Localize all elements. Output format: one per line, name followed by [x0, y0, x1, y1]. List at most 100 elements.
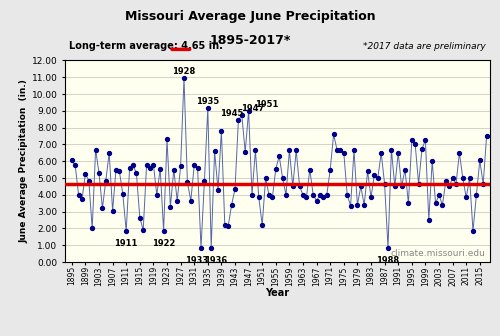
Point	[170, 167, 178, 172]
Point	[391, 184, 399, 189]
Point	[323, 192, 331, 198]
Point	[74, 192, 82, 198]
Point	[262, 175, 270, 181]
Point	[445, 184, 453, 189]
Point	[180, 76, 188, 81]
Point	[68, 158, 76, 163]
Point	[166, 204, 174, 209]
Point	[105, 150, 113, 156]
Text: climate.missouri.edu: climate.missouri.edu	[391, 249, 486, 258]
Point	[438, 202, 446, 208]
Point	[173, 198, 181, 204]
Point	[448, 175, 456, 181]
Point	[163, 137, 171, 142]
X-axis label: Year: Year	[266, 288, 289, 298]
Point	[204, 106, 212, 111]
Point	[312, 198, 320, 204]
Text: 1911: 1911	[114, 239, 138, 248]
Point	[102, 178, 110, 183]
Point	[346, 203, 354, 208]
Point	[404, 201, 412, 206]
Point	[459, 175, 467, 181]
Point	[306, 167, 314, 172]
Point	[112, 167, 120, 172]
Point	[418, 146, 426, 152]
Point	[210, 149, 218, 154]
Point	[150, 162, 158, 167]
Point	[156, 166, 164, 172]
Point	[466, 175, 473, 181]
Point	[231, 186, 239, 192]
Point	[354, 202, 362, 208]
Point	[388, 147, 396, 152]
Point	[108, 208, 116, 214]
Point	[289, 184, 297, 189]
Point	[160, 228, 168, 234]
Point	[422, 138, 430, 143]
Point	[411, 142, 419, 147]
Point	[207, 245, 215, 251]
Text: 1933: 1933	[186, 256, 208, 265]
Point	[234, 118, 242, 123]
Point	[286, 148, 294, 153]
Point	[472, 192, 480, 198]
Point	[228, 202, 235, 208]
Text: 1935: 1935	[196, 97, 220, 106]
Point	[414, 181, 422, 187]
Point	[292, 148, 300, 153]
Point	[350, 148, 358, 153]
Point	[221, 222, 229, 228]
Text: 1951: 1951	[254, 100, 278, 109]
Point	[384, 245, 392, 251]
Text: Long-term average: 4.65 in.: Long-term average: 4.65 in.	[69, 41, 223, 51]
Point	[398, 184, 406, 189]
Point	[343, 192, 351, 198]
Point	[218, 128, 226, 134]
Point	[340, 150, 348, 156]
Text: 1947: 1947	[241, 104, 264, 113]
Point	[370, 172, 378, 177]
Point	[469, 228, 477, 234]
Point	[142, 162, 150, 167]
Point	[275, 154, 283, 159]
Point	[316, 192, 324, 198]
Point	[374, 175, 382, 181]
Point	[224, 223, 232, 229]
Point	[248, 192, 256, 198]
Text: Missouri Average June Precipitation: Missouri Average June Precipitation	[124, 10, 376, 23]
Point	[194, 165, 202, 171]
Point	[364, 169, 372, 174]
Point	[278, 175, 286, 181]
Point	[377, 150, 385, 156]
Point	[197, 245, 205, 251]
Point	[309, 192, 317, 198]
Point	[432, 201, 440, 206]
Point	[190, 163, 198, 168]
Point	[176, 164, 184, 169]
Text: 1936: 1936	[204, 256, 227, 265]
Point	[268, 195, 276, 200]
Point	[92, 147, 100, 152]
Point	[367, 195, 375, 200]
Y-axis label: June Average Precipitation  (in.): June Average Precipitation (in.)	[20, 79, 28, 243]
Point	[98, 206, 106, 211]
Point	[119, 192, 127, 197]
Point	[272, 166, 280, 172]
Point	[88, 226, 96, 231]
Point	[326, 167, 334, 172]
Point	[200, 179, 208, 184]
Text: 1895-2017*: 1895-2017*	[210, 34, 290, 47]
Point	[282, 192, 290, 198]
Point	[435, 192, 443, 198]
Point	[336, 147, 344, 152]
Point	[452, 181, 460, 187]
Point	[82, 171, 90, 177]
Point	[255, 195, 263, 200]
Point	[132, 170, 140, 176]
Point	[187, 198, 195, 204]
Point	[78, 197, 86, 202]
Point	[476, 158, 484, 163]
Point	[442, 179, 450, 184]
Text: 1988: 1988	[376, 256, 400, 265]
Point	[85, 178, 93, 183]
